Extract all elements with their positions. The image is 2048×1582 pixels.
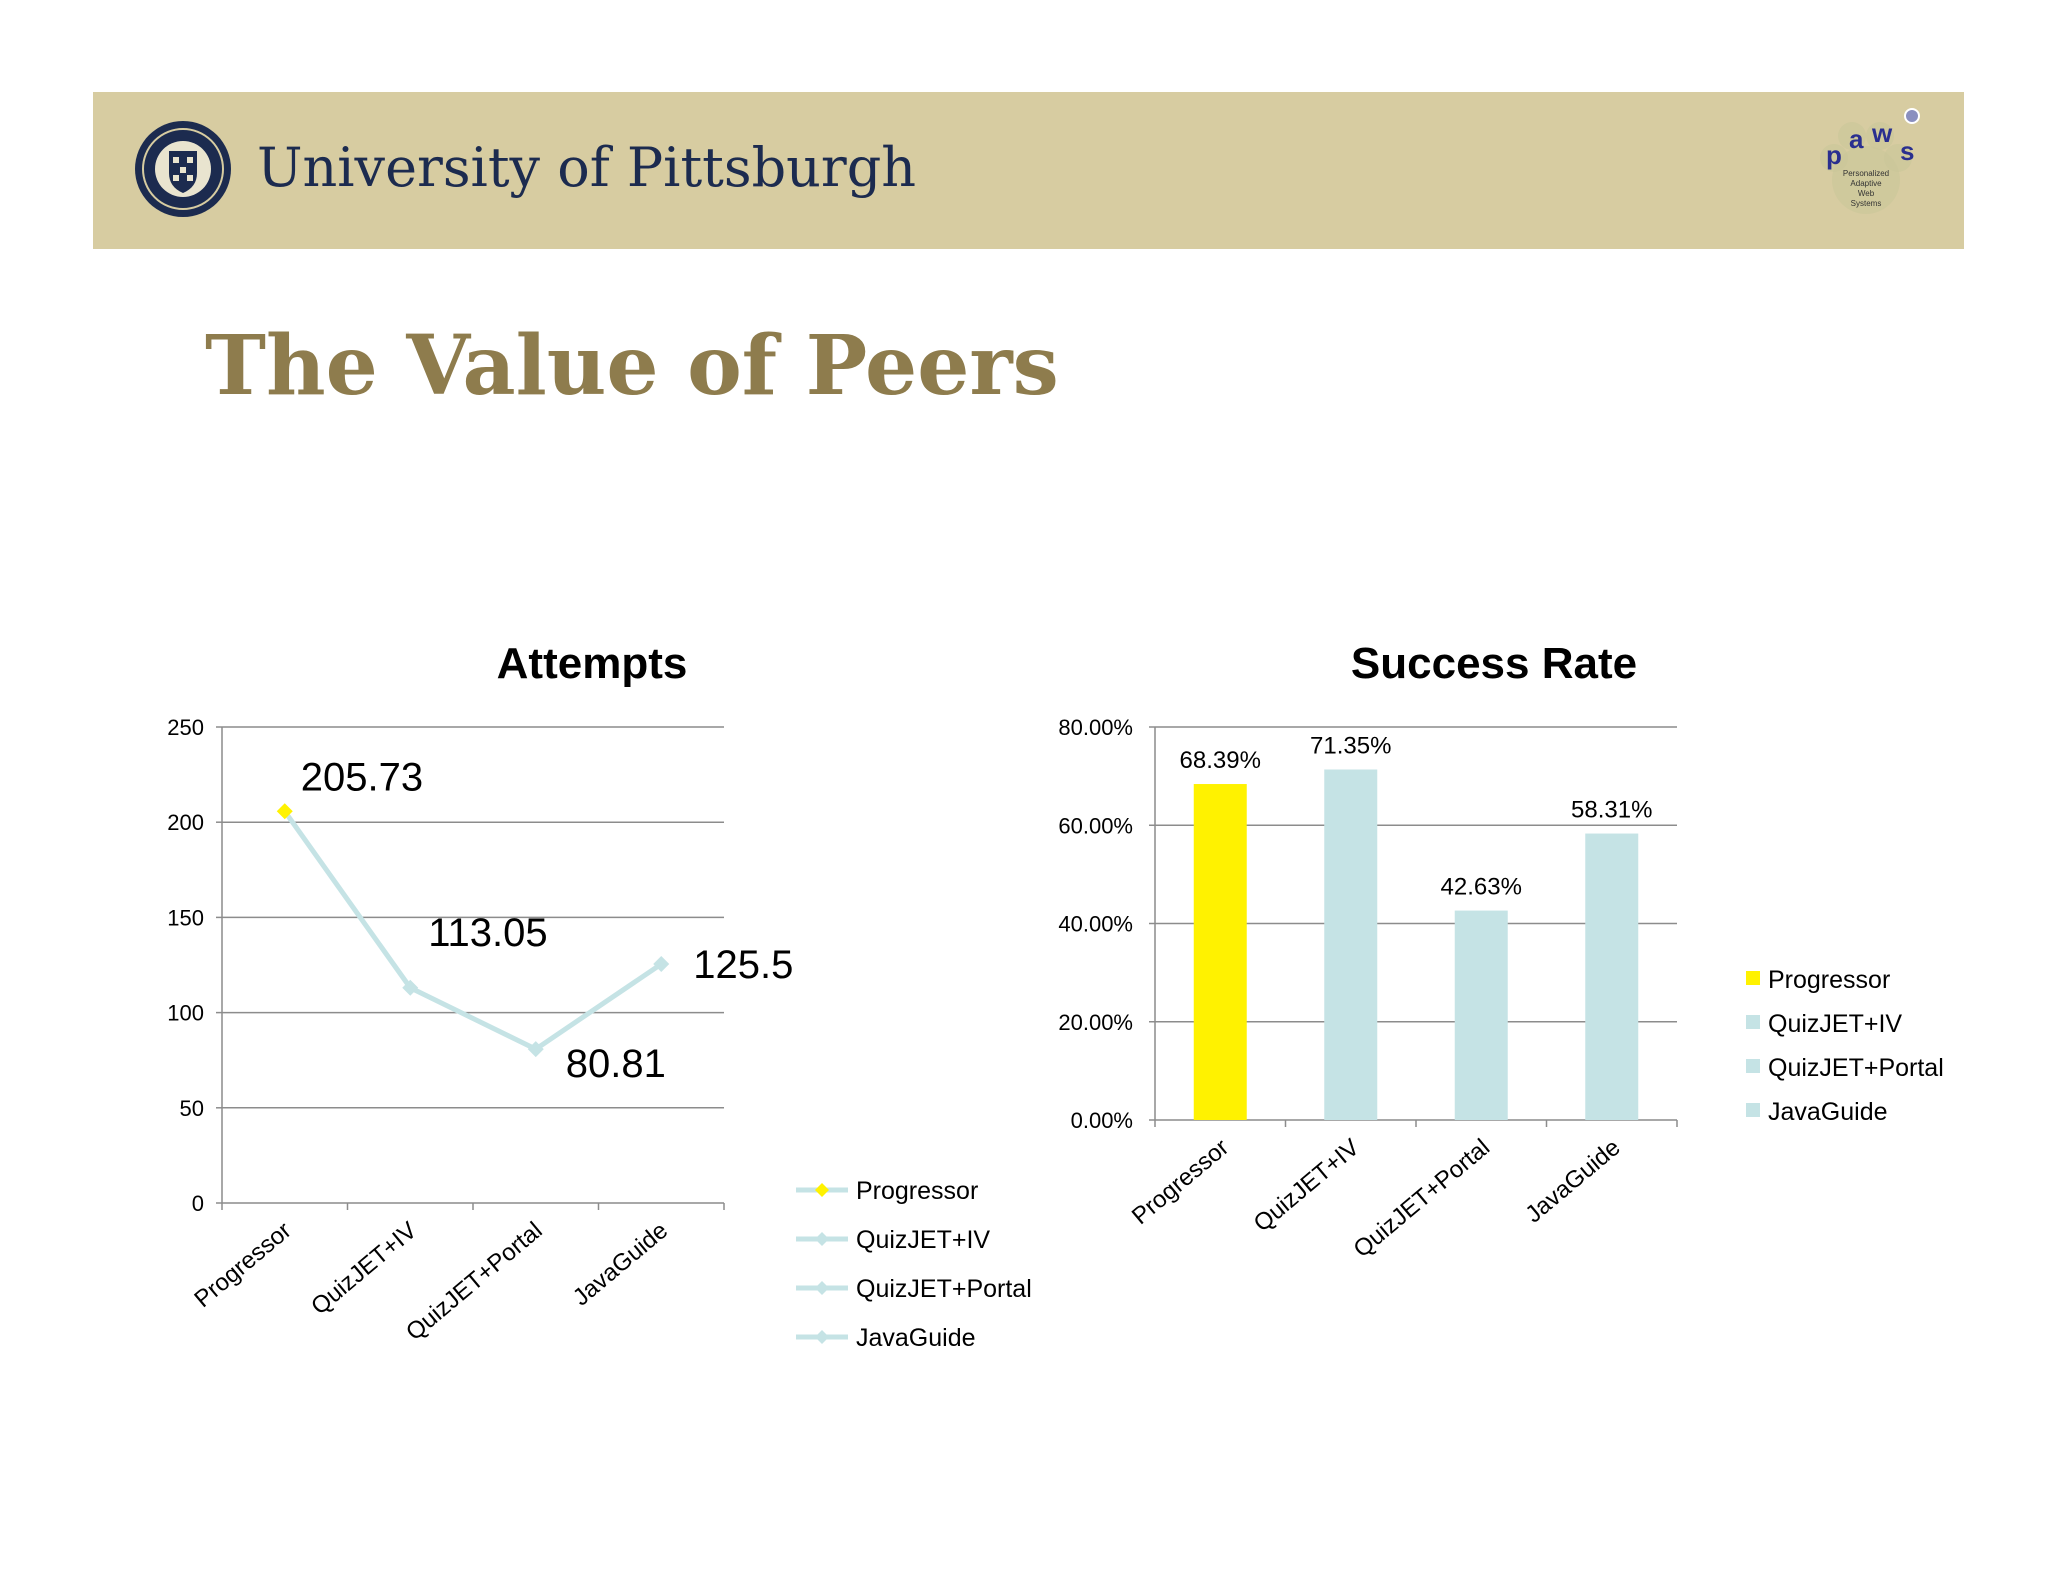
success-rate-category-label: Progressor: [1127, 1134, 1234, 1230]
paws-tagline-line: Personalized: [1843, 169, 1889, 178]
attempts-y-tick-label: 50: [180, 1096, 204, 1121]
attempts-data-label: 80.81: [566, 1042, 666, 1086]
success-rate-chart-title: Success Rate: [1351, 639, 1637, 688]
success-rate-legend-entry: QuizJET+Portal: [1768, 1054, 1944, 1082]
success-rate-legend-swatch: [1746, 1059, 1760, 1073]
attempts-category-label: QuizJET+Portal: [401, 1217, 548, 1346]
success-rate-data-label: 58.31%: [1571, 797, 1652, 824]
header-banner: University of Pittsburgh p a w s Persona…: [93, 92, 1964, 249]
attempts-category-label: QuizJET+IV: [306, 1217, 422, 1320]
attempts-data-point: [402, 979, 419, 996]
attempts-data-label: 125.5: [693, 943, 793, 987]
paws-letter-s: s: [1900, 136, 1914, 166]
success-rate-y-tick-label: 80.00%: [1058, 715, 1133, 740]
university-seal-icon: [135, 121, 231, 217]
attempts-legend-marker: [815, 1183, 829, 1197]
success-rate-category-label: QuizJET+Portal: [1348, 1134, 1495, 1263]
attempts-legend-entry: QuizJET+IV: [856, 1226, 990, 1254]
attempts-y-tick-label: 0: [192, 1191, 204, 1216]
attempts-data-label: 113.05: [428, 911, 547, 955]
attempts-legend-marker: [815, 1330, 829, 1344]
paws-tagline-line: Systems: [1851, 199, 1882, 208]
success-rate-category-label: JavaGuide: [1520, 1134, 1625, 1228]
success-rate-legend-entry: QuizJET+IV: [1768, 1010, 1902, 1038]
attempts-chart-title: Attempts: [497, 639, 688, 688]
attempts-data-point: [653, 956, 670, 973]
attempts-legend-entry: JavaGuide: [856, 1324, 976, 1352]
success-rate-bar: [1193, 784, 1247, 1120]
attempts-legend-marker: [815, 1281, 829, 1295]
paws-tagline-line: Web: [1858, 189, 1875, 198]
success-rate-category-label: QuizJET+IV: [1249, 1134, 1365, 1237]
success-rate-data-label: 71.35%: [1310, 732, 1391, 759]
attempts-data-label: 205.73: [301, 755, 423, 799]
success-rate-bar: [1585, 833, 1639, 1120]
success-rate-legend-entry: JavaGuide: [1768, 1098, 1888, 1126]
attempts-y-tick-label: 100: [167, 1001, 204, 1026]
attempts-data-point: [527, 1041, 544, 1058]
slide-title: The Value of Peers: [205, 318, 1059, 414]
paws-logo: p a w s Personalized Adaptive Web System…: [1820, 108, 1920, 214]
success-rate-bar: [1324, 769, 1378, 1120]
success-rate-y-tick-label: 20.00%: [1058, 1010, 1133, 1035]
university-name: University of Pittsburgh: [257, 136, 917, 199]
paws-letter-a: a: [1849, 124, 1864, 154]
attempts-legend-entry: Progressor: [856, 1177, 978, 1205]
attempts-legend-marker: [815, 1232, 829, 1246]
success-rate-bar: [1454, 910, 1508, 1120]
attempts-legend-entry: QuizJET+Portal: [856, 1275, 1032, 1303]
attempts-category-label: JavaGuide: [568, 1217, 673, 1311]
attempts-y-tick-label: 150: [167, 905, 204, 930]
success-rate-legend-swatch: [1746, 1015, 1760, 1029]
success-rate-legend-swatch: [1746, 1103, 1760, 1117]
paws-letter-w: w: [1871, 118, 1893, 148]
attempts-series-line: [282, 809, 663, 1053]
success-rate-data-label: 68.39%: [1180, 747, 1261, 774]
success-rate-y-tick-label: 60.00%: [1058, 813, 1133, 838]
attempts-data-point: [276, 803, 293, 820]
success-rate-y-tick-label: 40.00%: [1058, 912, 1133, 937]
success-rate-legend-swatch: [1746, 971, 1760, 985]
attempts-y-tick-label: 250: [167, 715, 204, 740]
paws-tagline-line: Adaptive: [1850, 179, 1882, 188]
paws-letter-p: p: [1826, 140, 1842, 170]
success-rate-y-tick-label: 0.00%: [1071, 1108, 1133, 1133]
attempts-y-tick-label: 200: [167, 810, 204, 835]
success-rate-legend-entry: Progressor: [1768, 966, 1890, 994]
success-rate-data-label: 42.63%: [1441, 874, 1522, 901]
attempts-category-label: Progressor: [189, 1217, 296, 1313]
